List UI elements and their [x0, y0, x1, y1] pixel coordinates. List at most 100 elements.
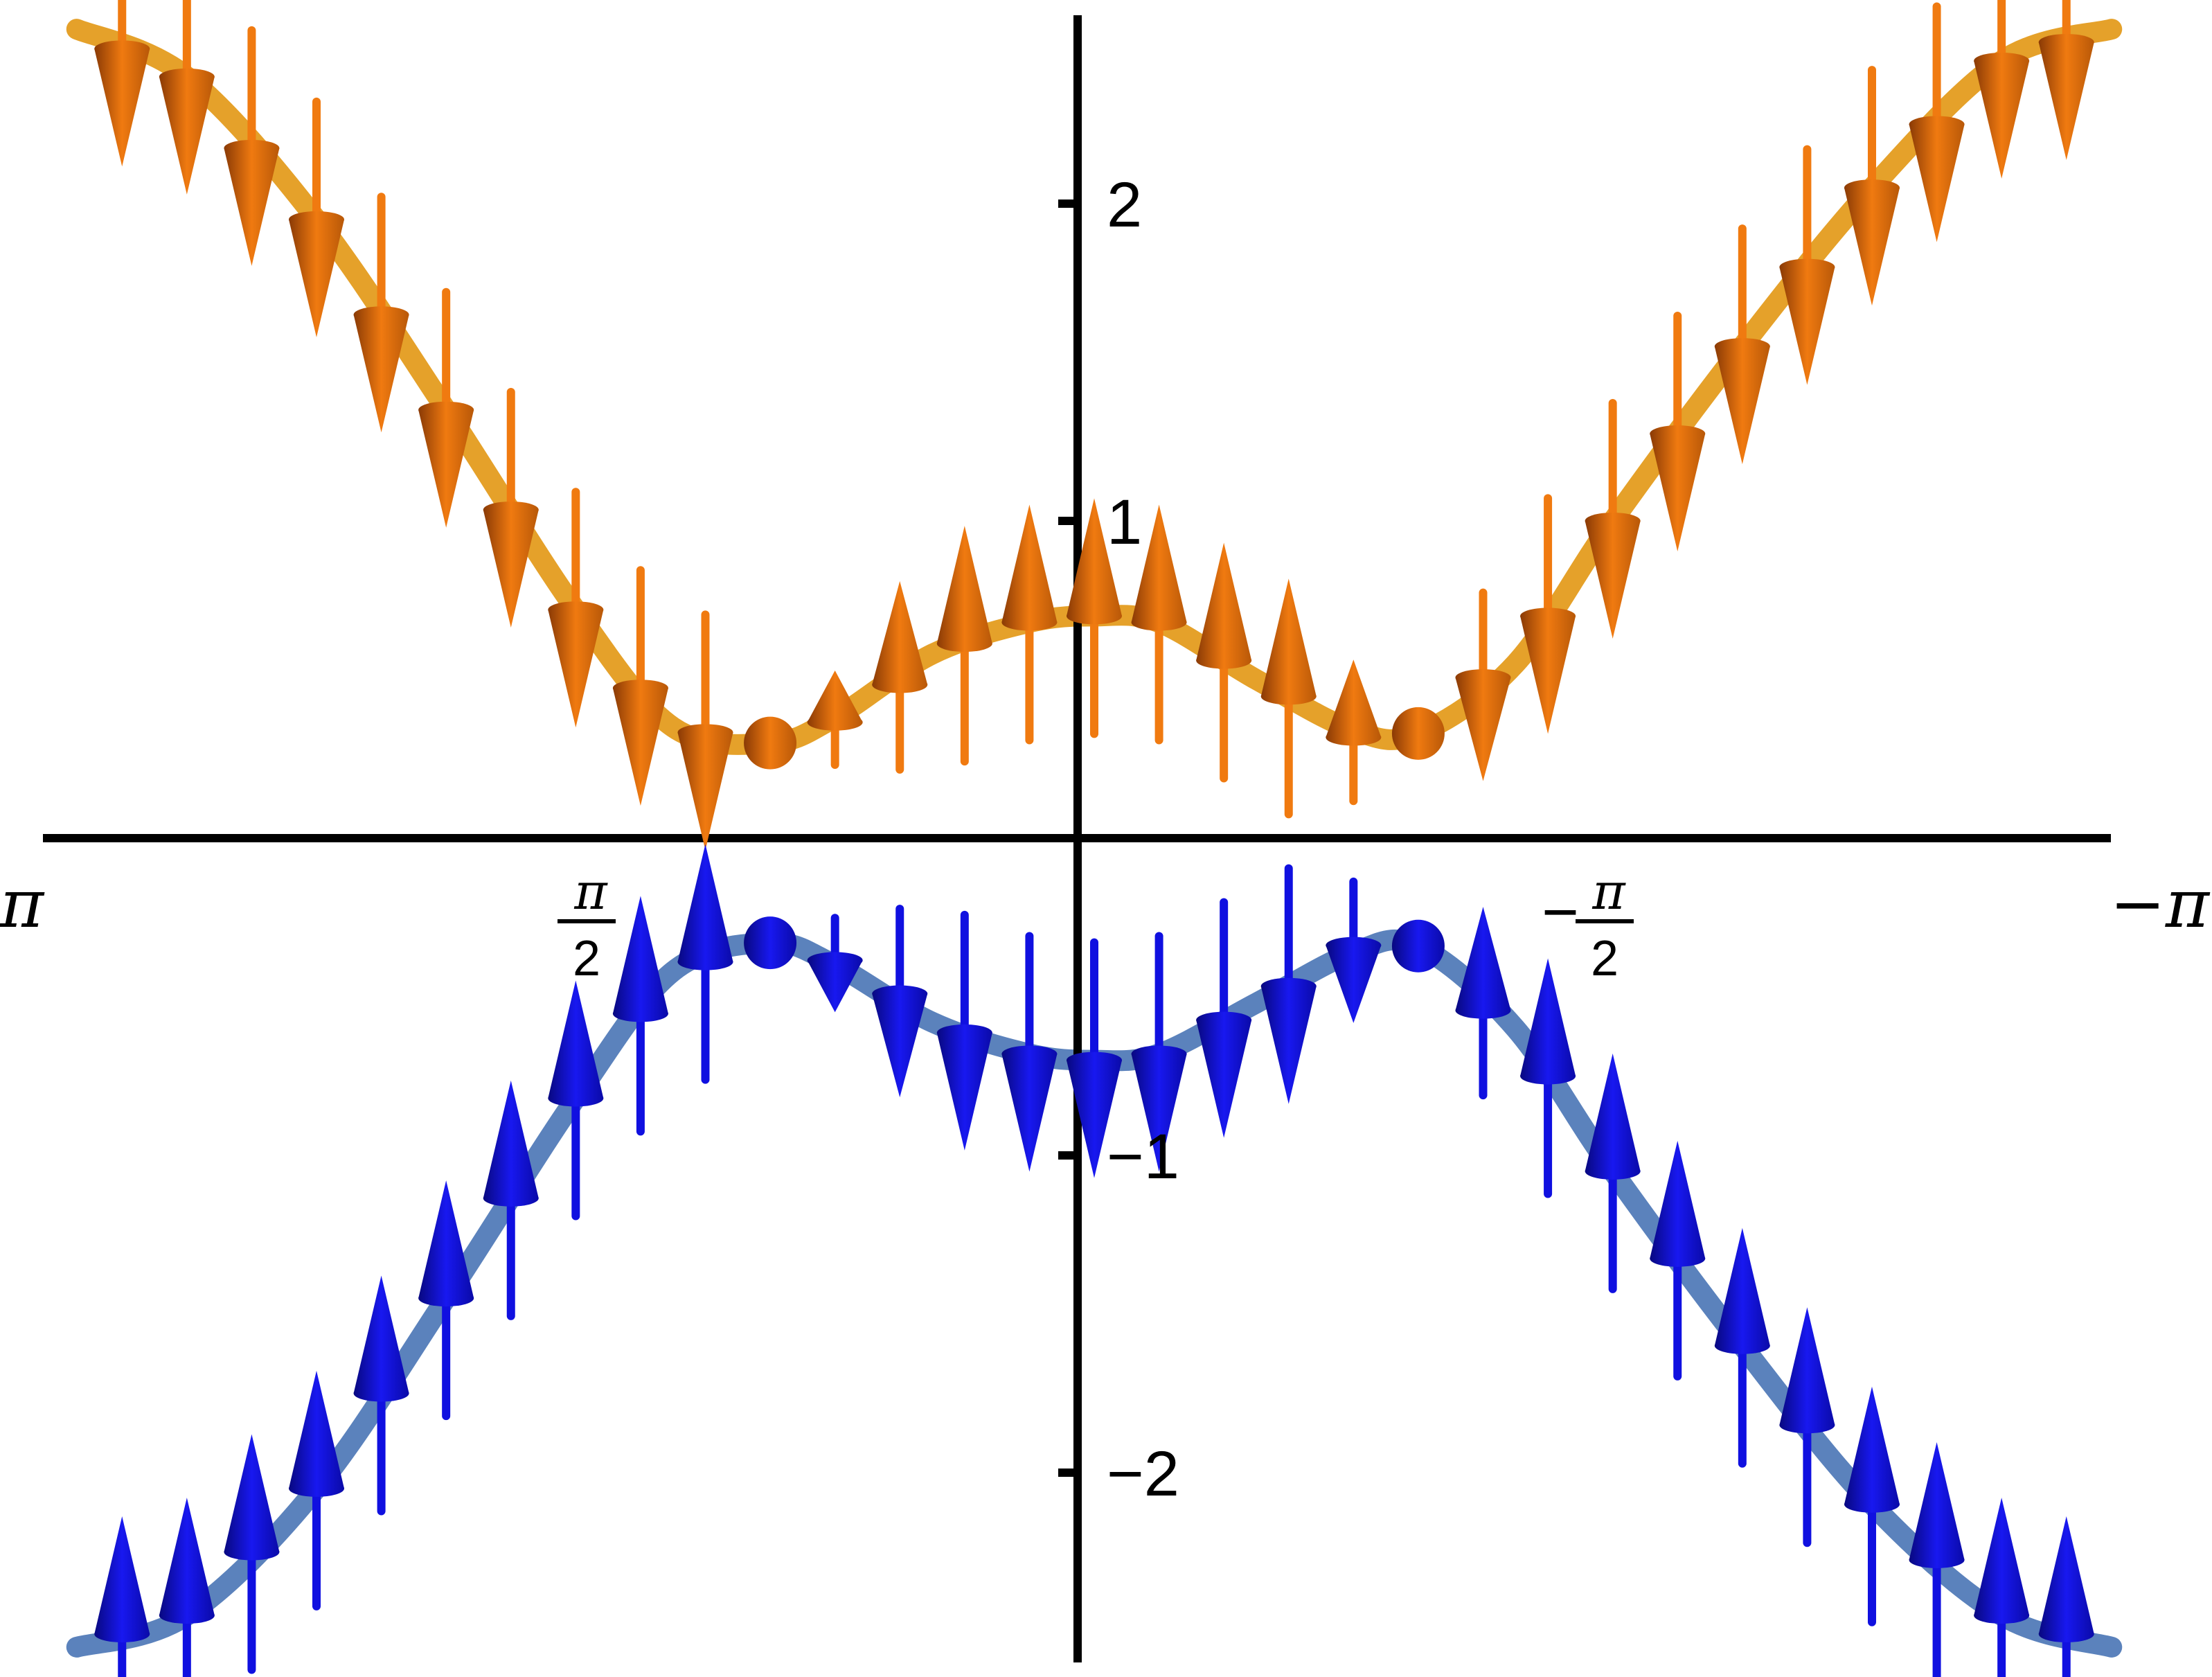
arrow-head-base	[1001, 1045, 1058, 1063]
arrow-head-base	[1650, 1250, 1706, 1267]
arrow-head	[1131, 1054, 1187, 1172]
arrow-head-base	[807, 713, 863, 731]
arrow-head-base	[807, 952, 863, 969]
lower-spin-arrow	[548, 980, 604, 1221]
arrow-head-base	[1455, 669, 1511, 686]
arrow-head	[289, 1370, 345, 1489]
spin-point	[744, 916, 797, 970]
arrow-head-base	[94, 1626, 150, 1643]
lower-spin-arrow	[1779, 1307, 1835, 1547]
arrow-head	[1585, 521, 1641, 639]
arrow-head-base	[1779, 258, 1835, 276]
arrow-head	[1585, 1053, 1641, 1171]
x-tick-label: π	[0, 865, 45, 943]
upper-spin-arrow	[807, 670, 863, 769]
arrow-head	[1714, 346, 1770, 465]
arrow-head-base	[936, 635, 992, 653]
upper-spin-arrow	[1326, 659, 1382, 806]
arrow-head	[1909, 124, 1965, 242]
arrow-head-base	[548, 1090, 604, 1107]
arrow-head	[1067, 1060, 1122, 1178]
upper-spin-arrow	[1520, 494, 1576, 734]
arrow-head	[612, 688, 668, 806]
arrow-head	[1067, 498, 1122, 616]
lower-spin-arrow	[2038, 1516, 2094, 1677]
arrow-head-base	[1260, 688, 1317, 705]
arrow-head	[1001, 1054, 1058, 1172]
lower-spin-arrow	[483, 1080, 539, 1320]
upper-spin-arrow	[1196, 542, 1252, 783]
arrow-head-base	[1326, 729, 1382, 746]
arrow-head-base	[1909, 1551, 1965, 1568]
upper-spin-arrow	[1585, 399, 1641, 639]
arrow-head-base	[1131, 1045, 1187, 1063]
arrow-head	[1650, 434, 1706, 552]
lower-spin-arrow	[1455, 907, 1511, 1100]
arrow-head	[1260, 986, 1317, 1104]
x-tick-denominator: 2	[1591, 931, 1618, 986]
arrow-head	[1455, 677, 1511, 781]
arrow-head	[548, 980, 604, 1099]
lower-spin-arrow	[1650, 1140, 1706, 1381]
arrow-head	[1779, 267, 1835, 385]
upper-spin-arrow	[612, 566, 668, 806]
lower-spin-arrow	[1714, 1227, 1770, 1468]
y-tick-label: 2	[1107, 170, 1142, 240]
arrow-head	[807, 960, 863, 1013]
lower-spin-arrow	[1001, 932, 1058, 1172]
arrow-head	[483, 509, 539, 628]
arrow-head	[353, 1275, 409, 1394]
arrow-head-base	[1067, 607, 1122, 625]
arrow-head-base	[1714, 1337, 1770, 1354]
tick-labels: 21−1−2π π2− π2−π	[0, 170, 2211, 1509]
upper-spin-arrow	[1455, 588, 1511, 781]
lower-spin-arrow	[744, 916, 797, 970]
lower-spin-arrow	[1196, 898, 1252, 1138]
upper-spin-arrow	[289, 97, 345, 337]
arrow-head-base	[289, 1480, 345, 1497]
upper-spin-arrow	[548, 488, 604, 728]
arrow-head	[2038, 42, 2094, 160]
arrow-head	[1974, 60, 2030, 179]
arrow-head-base	[418, 1290, 474, 1307]
lower-spin-arrow	[1067, 938, 1122, 1178]
arrow-head-base	[94, 40, 150, 57]
arrow-head	[2038, 1516, 2094, 1635]
arrow-head-base	[1974, 1607, 2030, 1624]
upper-spin-arrow	[744, 716, 797, 770]
arrow-head-base	[353, 1385, 409, 1402]
upper-spin-arrow	[1391, 707, 1445, 760]
upper-spin-arrow	[1650, 312, 1706, 552]
upper-spin-arrow	[1067, 498, 1122, 738]
y-tick-label: −2	[1107, 1439, 1179, 1509]
upper-spin-arrow	[418, 287, 474, 528]
arrow-head-base	[289, 211, 345, 228]
arrow-head-base	[1196, 1011, 1252, 1029]
arrow-head	[353, 314, 409, 433]
arrow-head	[224, 148, 280, 266]
spin-point	[1391, 707, 1445, 760]
arrow-head-base	[1714, 338, 1770, 355]
arrow-head	[1909, 1441, 1965, 1560]
arrow-head-base	[1326, 937, 1382, 954]
arrow-head	[418, 409, 474, 528]
arrow-head	[224, 1434, 280, 1552]
spin-point	[1391, 919, 1445, 973]
arrow-head-base	[1844, 179, 1900, 197]
arrow-head	[1001, 504, 1058, 623]
arrow-head	[872, 580, 928, 685]
axes	[43, 15, 2111, 1662]
arrow-head	[807, 670, 863, 722]
lower-spin-arrow	[289, 1370, 345, 1611]
upper-spin-arrow	[1844, 66, 1900, 306]
arrow-head-base	[1650, 425, 1706, 443]
arrow-head	[1196, 542, 1252, 661]
arrow-head-base	[1455, 1002, 1511, 1019]
lower-spin-arrow	[936, 910, 992, 1151]
lower-spin-arrow	[1520, 958, 1576, 1198]
lower-spin-arrow	[1131, 932, 1187, 1172]
arrow-head	[1131, 504, 1187, 623]
arrow-head	[612, 896, 668, 1014]
lower-spin-arrow	[1909, 1441, 1965, 1677]
